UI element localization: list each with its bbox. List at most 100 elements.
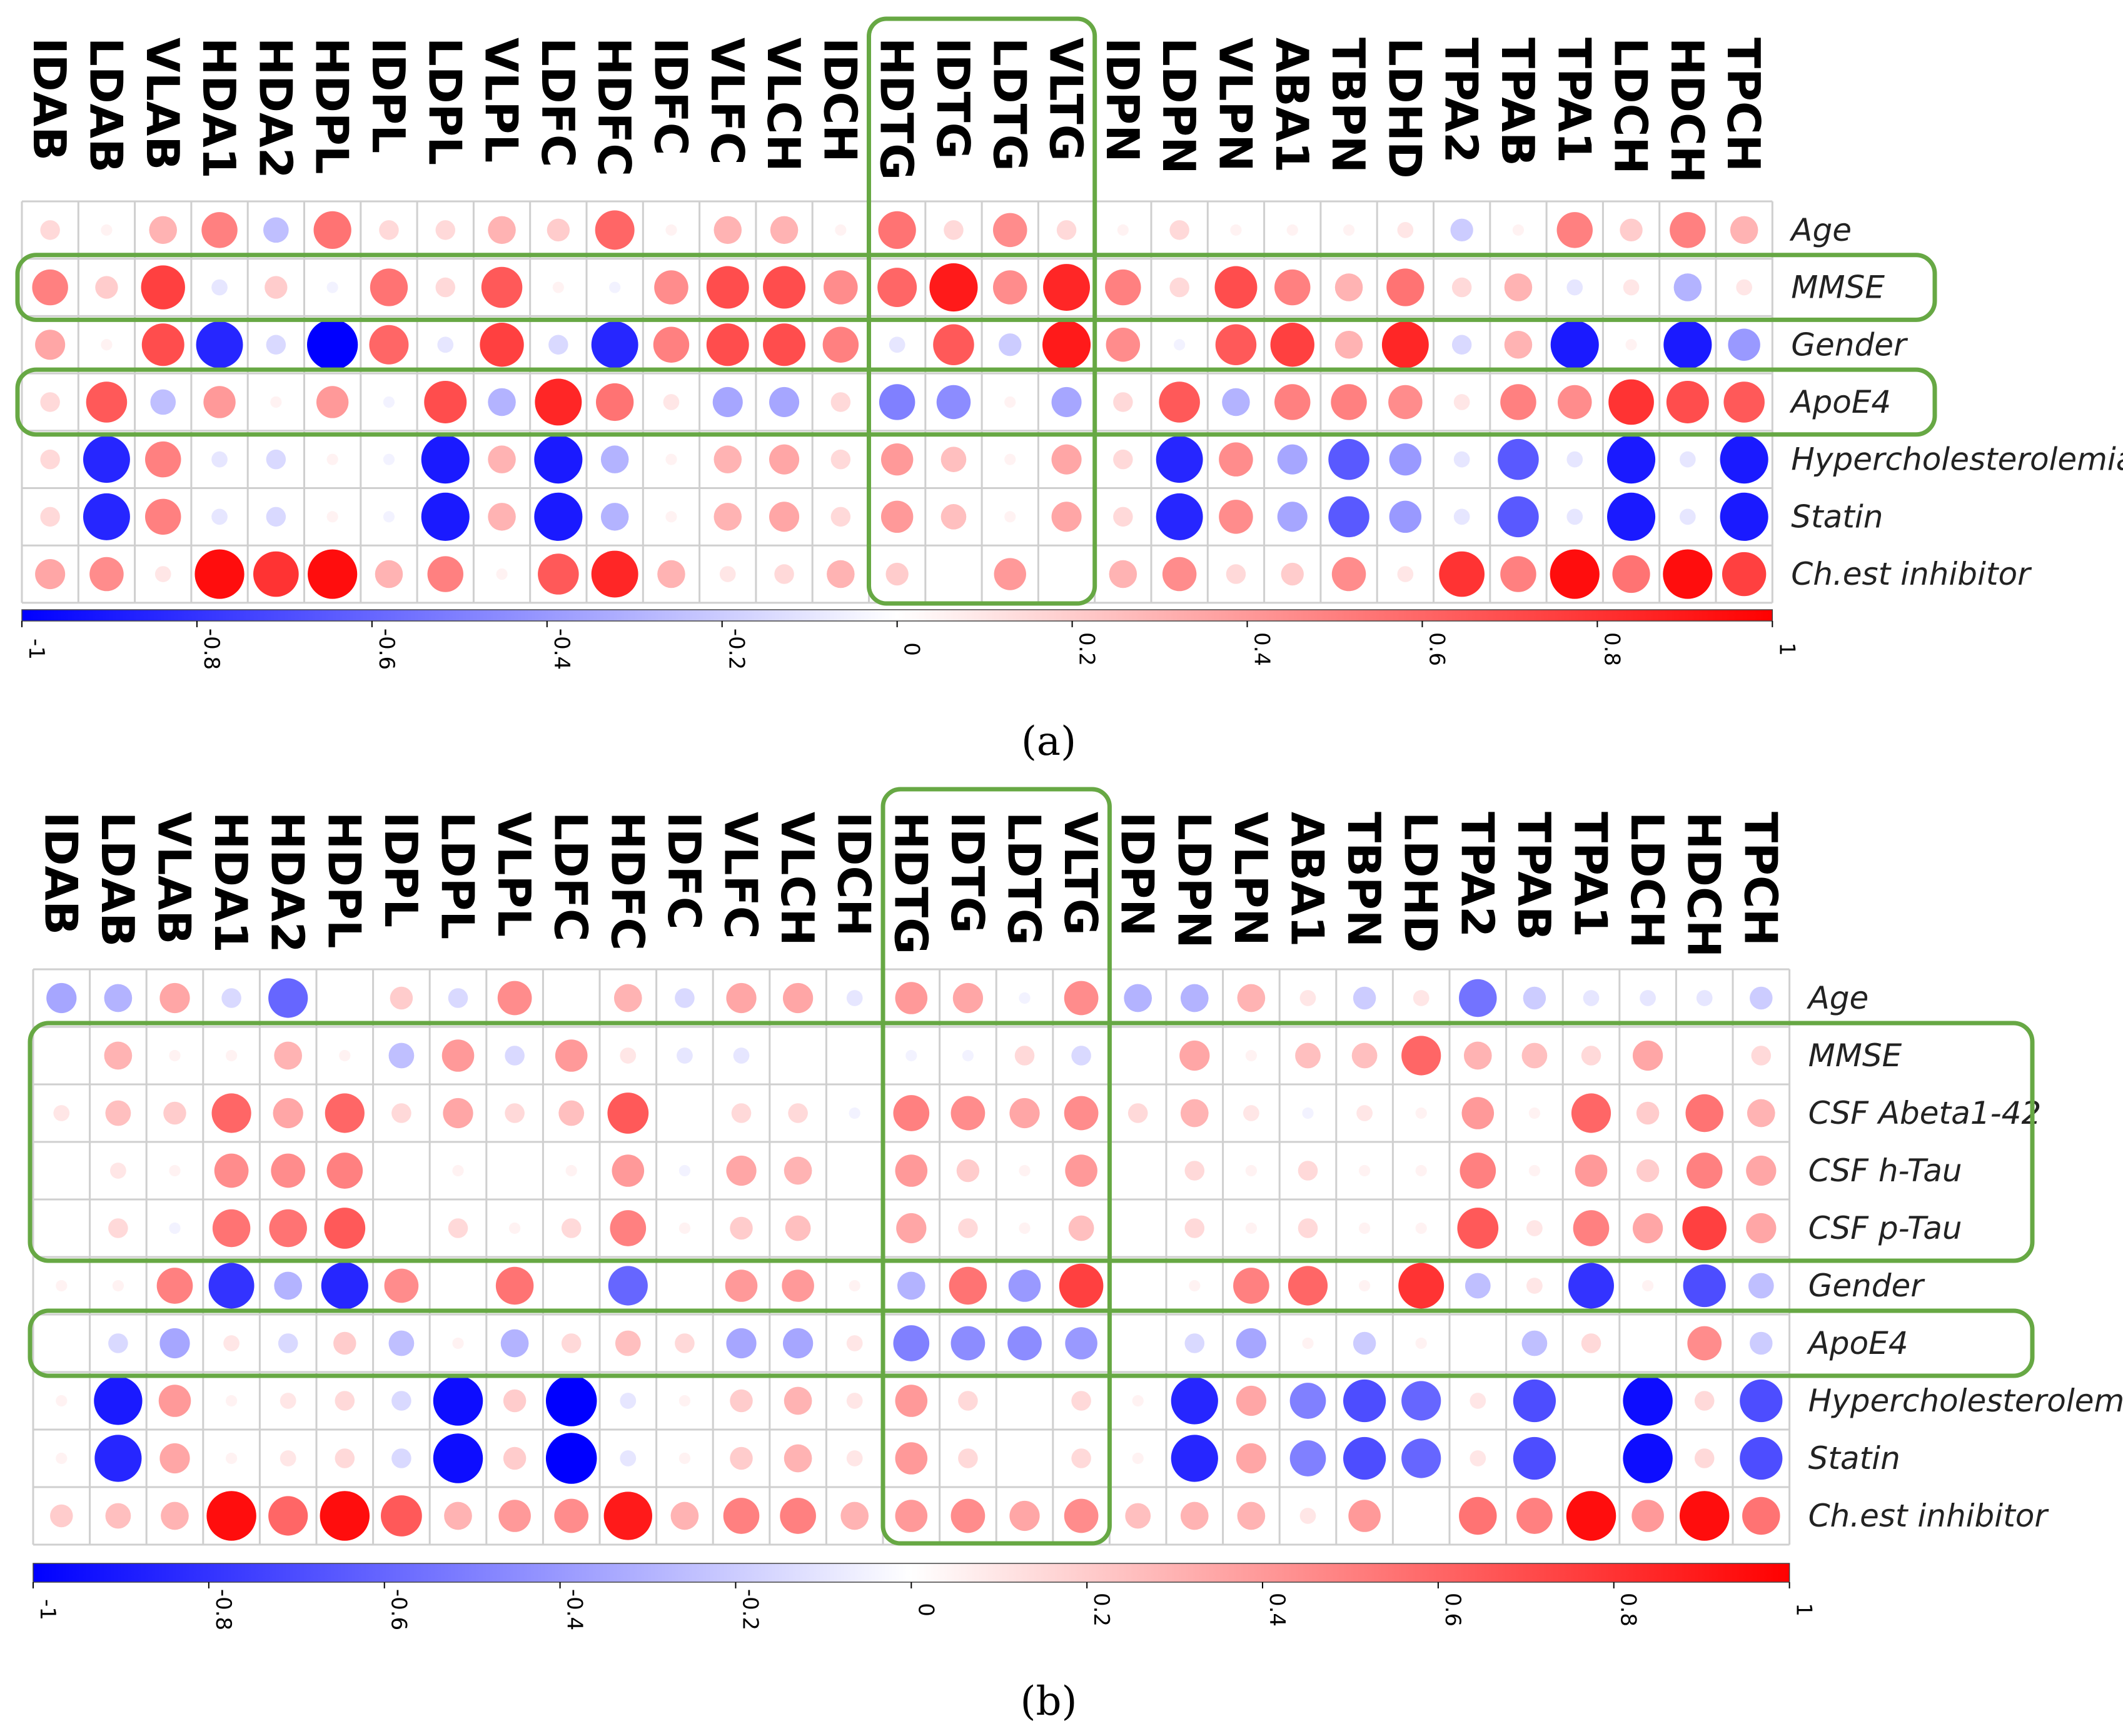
correlation-point — [895, 1385, 928, 1417]
correlation-point — [678, 1222, 691, 1234]
colorbar-tick-label: 0.8 — [1616, 1593, 1641, 1627]
correlation-point — [481, 266, 523, 308]
highlight-box-rows — [28, 1021, 2035, 1263]
correlation-point — [1180, 1099, 1209, 1128]
correlation-point — [561, 1218, 582, 1238]
correlation-point — [1298, 1161, 1318, 1181]
correlation-point — [1730, 216, 1758, 245]
row-label: Hypercholesterolemia — [1808, 1383, 2123, 1419]
correlation-point — [320, 1491, 370, 1541]
correlation-point — [273, 1098, 303, 1129]
correlation-point — [433, 1376, 483, 1426]
correlation-point — [885, 562, 909, 586]
correlation-point — [269, 1209, 307, 1248]
correlation-point — [437, 336, 454, 353]
correlation-point — [714, 503, 742, 531]
correlation-point — [1640, 990, 1656, 1006]
correlation-point — [1401, 1036, 1441, 1076]
correlation-point — [1748, 1273, 1774, 1299]
correlation-point — [1230, 224, 1242, 236]
correlation-point — [326, 281, 338, 293]
correlation-point — [40, 392, 60, 412]
correlation-point — [1683, 1264, 1726, 1308]
correlation-point — [555, 1039, 588, 1072]
correlation-point — [1106, 327, 1141, 362]
column-label: TPCH — [1734, 812, 1787, 946]
correlation-point — [1004, 511, 1016, 523]
column-label: TPAB — [1491, 38, 1544, 166]
correlation-point — [141, 265, 185, 310]
correlation-point — [895, 982, 928, 1014]
correlation-point — [1573, 1210, 1610, 1246]
correlation-point — [1632, 1213, 1663, 1244]
correlation-point — [326, 453, 338, 465]
colorbar-tick-label: -1 — [24, 638, 49, 660]
correlation-point — [782, 1328, 814, 1359]
correlation-point — [194, 549, 245, 599]
correlation-point — [112, 1279, 124, 1292]
correlation-point — [221, 988, 241, 1008]
correlation-point — [433, 1433, 483, 1483]
panel-a-caption: (a) — [1021, 719, 1076, 765]
row-label: Hypercholesterolemia — [1791, 442, 2123, 478]
panel-b-caption: (b) — [1021, 1678, 1077, 1725]
correlation-point — [211, 1093, 251, 1133]
correlation-point — [1498, 438, 1539, 480]
correlation-point — [266, 335, 286, 355]
correlation-point — [1071, 1391, 1091, 1411]
correlation-point — [32, 269, 68, 306]
correlation-point — [936, 385, 971, 420]
column-label: LDTG — [983, 38, 1036, 171]
colorbar-tick-label: 0.2 — [1074, 632, 1099, 666]
correlation-point — [726, 982, 757, 1014]
correlation-point — [1331, 557, 1366, 592]
correlation-point — [1358, 1279, 1371, 1292]
correlation-point — [1236, 1328, 1267, 1359]
column-label: IDAB — [23, 38, 76, 161]
column-label: IDTG — [927, 38, 979, 159]
correlation-point — [607, 1093, 649, 1134]
correlation-point — [770, 216, 799, 245]
correlation-point — [1068, 1215, 1094, 1241]
correlation-point — [1571, 1093, 1611, 1133]
column-label: IDPN — [1096, 38, 1149, 163]
correlation-point — [895, 1154, 928, 1187]
correlation-point — [1740, 1436, 1783, 1480]
correlation-point — [893, 1325, 930, 1361]
colorbar-tick-label: -1 — [35, 1599, 60, 1620]
correlation-point — [1694, 1391, 1715, 1411]
correlation-point — [488, 445, 516, 473]
correlation-point — [370, 268, 408, 306]
row-label: Statin — [1808, 1440, 1900, 1476]
correlation-point — [726, 1328, 757, 1359]
correlation-point — [108, 1333, 128, 1353]
correlation-point — [1065, 1154, 1097, 1187]
correlation-point — [784, 1156, 812, 1185]
column-label: IDCH — [814, 38, 866, 163]
correlation-point — [335, 1448, 355, 1468]
correlation-point — [893, 1095, 930, 1131]
correlation-point — [1174, 339, 1186, 351]
correlation-point — [268, 978, 308, 1018]
correlation-point — [104, 984, 133, 1012]
row-label: Statin — [1791, 498, 1883, 535]
correlation-point — [534, 492, 583, 541]
correlation-point — [1568, 1263, 1614, 1309]
correlation-point — [225, 1049, 238, 1062]
row-label: Ch.est inhibitor — [1808, 1498, 2050, 1534]
column-label: TPA2 — [1435, 38, 1488, 163]
correlation-point — [896, 1213, 927, 1244]
correlation-point — [203, 386, 236, 418]
correlation-point — [424, 380, 467, 423]
correlation-point — [905, 1049, 917, 1062]
correlation-point — [427, 556, 463, 592]
correlation-point — [730, 1446, 753, 1470]
correlation-point — [958, 1391, 978, 1411]
correlation-point — [56, 1452, 68, 1465]
row-label: MMSE — [1808, 1037, 1902, 1074]
column-label: IDAB — [34, 812, 87, 935]
correlation-point — [1453, 508, 1470, 525]
correlation-point — [1171, 1377, 1218, 1425]
correlation-point — [545, 1433, 597, 1484]
correlation-point — [1334, 330, 1363, 359]
